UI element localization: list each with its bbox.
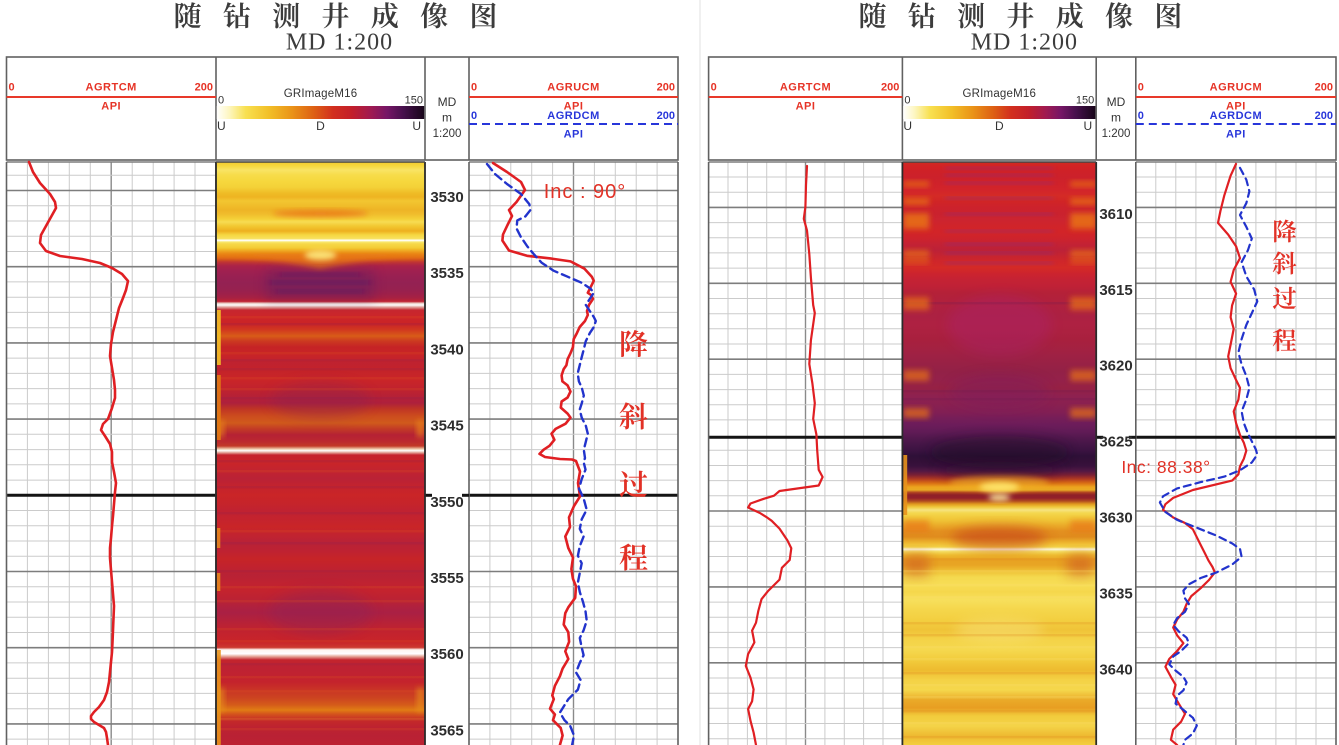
svg-text:Inc : 90°: Inc : 90° [544, 181, 627, 203]
svg-text:U: U [217, 119, 226, 133]
svg-text:AGRDCM: AGRDCM [1210, 110, 1263, 122]
svg-text:150: 150 [1076, 95, 1094, 107]
svg-text:AGRTCM: AGRTCM [780, 82, 831, 94]
svg-text:m: m [1111, 111, 1121, 125]
svg-text:200: 200 [1315, 82, 1333, 94]
svg-text:3550: 3550 [430, 494, 463, 511]
svg-text:m: m [442, 111, 452, 125]
svg-text:3545: 3545 [430, 418, 463, 435]
svg-text:API: API [101, 101, 121, 113]
svg-text:3610: 3610 [1099, 206, 1132, 223]
svg-text:3565: 3565 [430, 722, 463, 739]
svg-text:200: 200 [881, 82, 899, 94]
svg-text:3560: 3560 [430, 646, 463, 663]
svg-text:U: U [903, 119, 912, 133]
svg-text:MD: MD [438, 95, 457, 109]
svg-text:0: 0 [471, 82, 477, 94]
svg-text:0: 0 [471, 110, 477, 122]
svg-text:U: U [1084, 119, 1093, 133]
svg-text:3615: 3615 [1099, 282, 1132, 299]
svg-text:MD: MD [1107, 95, 1126, 109]
svg-text:3555: 3555 [430, 570, 463, 587]
svg-text:3625: 3625 [1099, 434, 1132, 451]
svg-text:MD 1:200: MD 1:200 [971, 30, 1078, 56]
svg-text:0: 0 [1138, 82, 1144, 94]
svg-text:1:200: 1:200 [1102, 128, 1131, 140]
svg-text:3630: 3630 [1099, 510, 1132, 527]
svg-text:AGRUCM: AGRUCM [1210, 82, 1263, 94]
svg-text:3635: 3635 [1099, 585, 1132, 602]
svg-text:AGRTCM: AGRTCM [86, 82, 137, 94]
svg-text:0: 0 [9, 82, 15, 94]
svg-text:API: API [1226, 129, 1246, 141]
svg-text:200: 200 [1315, 110, 1333, 122]
svg-text:API: API [564, 101, 584, 113]
svg-text:200: 200 [657, 110, 675, 122]
svg-text:3620: 3620 [1099, 358, 1132, 375]
svg-text:200: 200 [657, 82, 675, 94]
svg-text:API: API [1226, 101, 1246, 113]
svg-text:U: U [412, 119, 421, 133]
svg-text:150: 150 [405, 95, 423, 107]
svg-text:MD 1:200: MD 1:200 [286, 30, 393, 56]
svg-text:1:200: 1:200 [433, 128, 462, 140]
svg-text:200: 200 [195, 82, 213, 94]
svg-text:D: D [316, 119, 325, 133]
svg-text:0: 0 [1138, 110, 1144, 122]
svg-text:Inc: 88.38°: Inc: 88.38° [1121, 457, 1210, 477]
svg-text:API: API [796, 101, 816, 113]
svg-text:0: 0 [218, 95, 224, 107]
svg-text:GRImageM16: GRImageM16 [963, 88, 1037, 100]
svg-text:D: D [995, 119, 1004, 133]
svg-text:0: 0 [711, 82, 717, 94]
svg-text:GRImageM16: GRImageM16 [284, 88, 358, 100]
svg-text:3540: 3540 [430, 341, 463, 358]
svg-text:0: 0 [904, 95, 910, 107]
svg-text:AGRDCM: AGRDCM [547, 110, 600, 122]
svg-text:API: API [564, 129, 584, 141]
svg-text:3530: 3530 [430, 189, 463, 206]
svg-text:3640: 3640 [1099, 661, 1132, 678]
svg-text:3535: 3535 [430, 265, 463, 282]
svg-text:AGRUCM: AGRUCM [547, 82, 600, 94]
